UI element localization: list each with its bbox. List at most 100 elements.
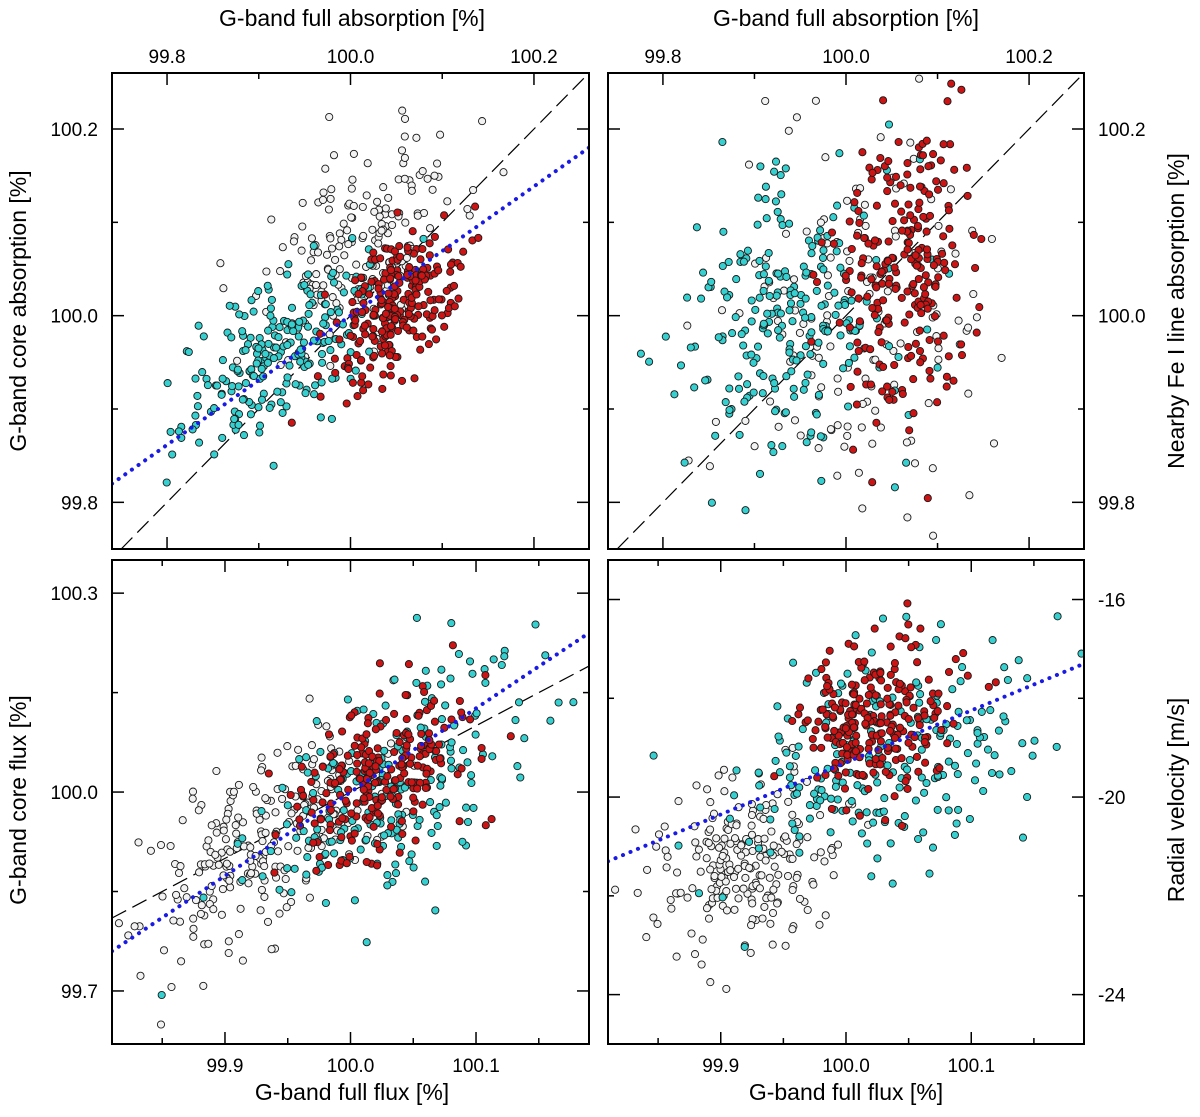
data-point-cyan — [263, 281, 272, 290]
data-point-cyan — [987, 768, 997, 778]
data-point-white — [965, 491, 974, 500]
data-point-red — [391, 315, 400, 324]
data-point-cyan — [950, 761, 960, 770]
data-point-cyan — [383, 881, 392, 890]
data-point-cyan — [683, 293, 692, 302]
data-point-white — [840, 442, 849, 451]
data-point-cyan — [862, 808, 871, 817]
data-point-white — [311, 280, 321, 290]
data-point-cyan — [462, 803, 471, 812]
data-point-white — [843, 422, 852, 431]
data-point-cyan — [459, 746, 468, 755]
data-point-red — [343, 751, 352, 760]
panel-rv-vs-full-flux: 99.9 100.0 100.1 -16 -20 -24 — [607, 559, 1126, 1077]
data-point-cyan — [830, 288, 839, 297]
data-point-red — [896, 181, 905, 190]
data-point-red — [897, 754, 906, 763]
data-point-cyan — [458, 837, 467, 846]
data-point-cyan — [162, 478, 171, 487]
data-point-red — [341, 796, 350, 805]
data-point-cyan — [283, 801, 292, 810]
data-point-cyan — [289, 327, 298, 336]
data-point-cyan — [794, 742, 803, 751]
data-point-red — [957, 351, 967, 360]
data-point-red — [883, 382, 892, 391]
data-point-white — [278, 794, 287, 803]
data-point-white — [731, 884, 741, 893]
data-point-white — [730, 834, 740, 843]
data-point-cyan — [771, 407, 780, 416]
data-point-white — [728, 773, 737, 782]
data-point-white — [777, 847, 786, 856]
data-point-red — [922, 136, 931, 145]
data-point-red — [386, 362, 395, 371]
data-point-cyan — [362, 835, 371, 844]
data-point-red — [454, 294, 463, 303]
data-point-white — [400, 174, 409, 183]
y-tick-label: -16 — [1098, 591, 1125, 612]
data-point-cyan — [823, 281, 832, 290]
data-point-cyan — [303, 853, 312, 862]
data-point-white — [194, 806, 203, 815]
data-point-cyan — [835, 149, 844, 158]
data-point-cyan — [771, 756, 780, 765]
data-point-cyan — [328, 268, 338, 277]
data-point-white — [318, 195, 328, 204]
data-point-white — [790, 416, 800, 425]
data-point-white — [217, 910, 226, 919]
data-point-red — [922, 227, 931, 236]
data-point-cyan — [427, 828, 436, 837]
data-point-cyan — [318, 358, 327, 367]
data-point-red — [347, 809, 356, 818]
data-point-cyan — [844, 358, 853, 367]
data-point-red — [938, 249, 947, 258]
data-point-red — [943, 97, 952, 106]
data-point-white — [934, 221, 943, 230]
data-point-red — [882, 316, 891, 325]
data-point-white — [934, 355, 943, 364]
data-point-cyan — [163, 379, 172, 388]
panel-a-left-axis-title: G-band core absorption [%] — [5, 170, 31, 451]
data-point-white — [233, 356, 242, 365]
data-point-white — [734, 864, 743, 873]
data-point-cyan — [255, 428, 264, 437]
data-point-cyan — [905, 755, 914, 765]
identity-line — [616, 73, 1084, 549]
data-point-white — [730, 905, 739, 914]
data-point-red — [471, 202, 480, 211]
data-point-cyan — [884, 120, 894, 129]
data-point-white — [747, 821, 756, 830]
data-point-white — [397, 146, 407, 155]
data-point-cyan — [952, 739, 961, 749]
data-point-red — [456, 262, 465, 271]
data-point-red — [963, 191, 972, 200]
data-point-red — [435, 754, 444, 763]
data-point-red — [931, 282, 940, 291]
data-point-red — [389, 785, 398, 794]
data-point-white — [928, 464, 937, 473]
data-point-red — [930, 312, 940, 321]
data-point-red — [890, 792, 899, 801]
data-point-red — [913, 221, 922, 231]
data-point-cyan — [785, 762, 794, 771]
data-point-red — [405, 263, 414, 272]
data-point-red — [860, 676, 869, 685]
data-point-white — [174, 868, 184, 878]
data-point-cyan — [267, 295, 276, 304]
data-point-red — [959, 649, 968, 658]
data-point-red — [420, 687, 429, 697]
data-point-white — [770, 862, 779, 871]
data-point-cyan — [258, 872, 267, 881]
data-point-red — [809, 270, 818, 279]
data-point-white — [765, 873, 774, 882]
data-point-red — [945, 224, 954, 233]
data-point-red — [817, 238, 826, 247]
data-point-red — [823, 733, 832, 742]
data-point-white — [845, 256, 854, 265]
y-tick-label: 99.8 — [1098, 493, 1135, 514]
data-point-cyan — [500, 652, 509, 661]
data-point-red — [870, 311, 879, 320]
y-tick-label: 100.0 — [50, 783, 98, 804]
data-point-white — [307, 741, 316, 750]
data-point-white — [718, 851, 727, 860]
